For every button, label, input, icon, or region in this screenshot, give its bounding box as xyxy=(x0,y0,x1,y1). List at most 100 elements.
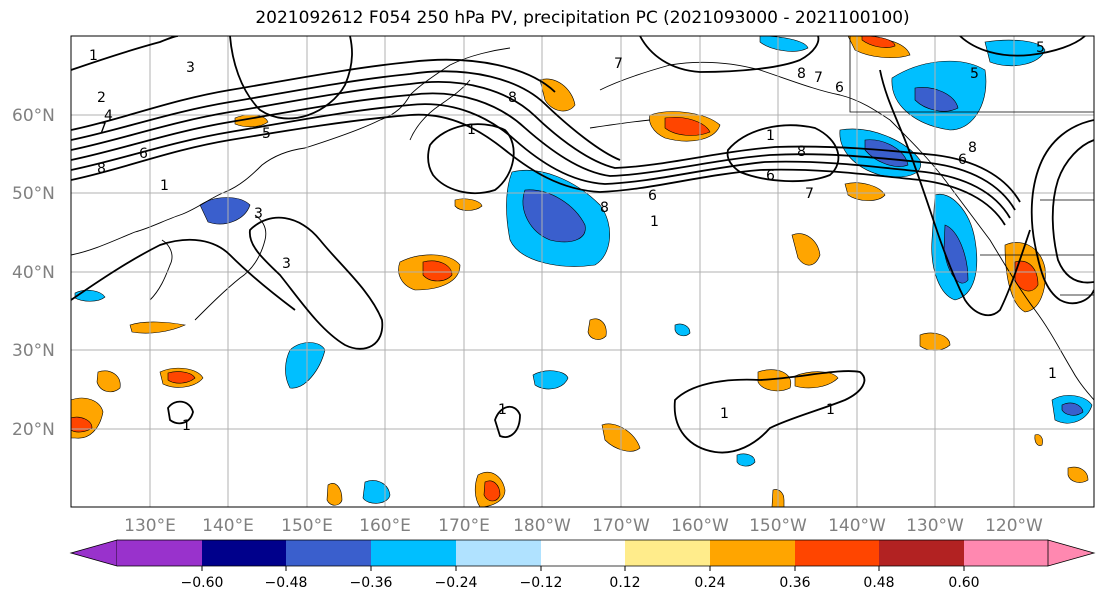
pv-contour xyxy=(71,113,1006,226)
contour-label: 7 xyxy=(805,186,814,202)
contour-label: 8 xyxy=(508,90,517,106)
contour-label: 3 xyxy=(254,206,263,222)
precip-orange-anomaly xyxy=(844,182,886,201)
lon-label: 160°E xyxy=(359,516,411,536)
precip-orange-anomaly xyxy=(326,483,343,506)
contour-label: 3 xyxy=(186,60,195,76)
contour-label: 4 xyxy=(104,108,113,124)
contour-label: 6 xyxy=(766,168,775,184)
coastline-layer xyxy=(71,47,1094,401)
contour-label-layer: 1 2 3 4 5 6 7 8 1 3 3 1 8 8 6 1 7 8 7 6 … xyxy=(89,40,1057,434)
colorbar-tick-label: 0.60 xyxy=(948,575,979,591)
contour-label: 8 xyxy=(797,144,806,160)
precip-blue-anomaly xyxy=(914,87,959,112)
colorbar-tick-label: 0.48 xyxy=(863,575,894,591)
lon-label: 140°W xyxy=(828,516,886,536)
colorbar-segment xyxy=(710,540,795,566)
pv-contour xyxy=(249,216,384,350)
contour-label: 5 xyxy=(970,66,979,82)
colorbar-segment xyxy=(795,540,879,566)
map-frame xyxy=(70,35,1095,508)
colorbar-segment xyxy=(625,540,710,566)
contour-label: 2 xyxy=(97,90,106,106)
precip-red-anomaly xyxy=(422,260,453,282)
colorbar-segment xyxy=(964,540,1048,566)
coastline-na-west xyxy=(889,119,1094,401)
pv-contour xyxy=(71,58,556,131)
precip-blue-anomaly xyxy=(522,189,586,243)
precip-blue-anomaly xyxy=(199,197,251,225)
coastline-japan xyxy=(194,214,267,321)
colorbar-tick-label: 0.36 xyxy=(779,575,810,591)
longitude-labels: 130°E 140°E 150°E 160°E 170°E 180°W 170°… xyxy=(124,516,1043,536)
lon-label: 170°W xyxy=(592,516,650,536)
map-title: 2021092612 F054 250 hPa PV, precipitatio… xyxy=(255,8,910,28)
colorbar-segment xyxy=(456,540,541,566)
contour-label: 1 xyxy=(1048,366,1057,382)
colorbar-tick-label: 0.12 xyxy=(609,575,640,591)
contour-label: 7 xyxy=(614,56,623,72)
lon-label: 130°W xyxy=(906,516,964,536)
precip-blue-anomaly xyxy=(1061,402,1084,416)
precip-blue-anomaly xyxy=(285,342,326,389)
contour-label: 1 xyxy=(826,402,835,418)
contour-label: 5 xyxy=(262,126,271,142)
contour-label: 1 xyxy=(498,402,507,418)
colorbar-segment xyxy=(202,540,286,566)
contour-label: 1 xyxy=(89,48,98,64)
contour-label: 6 xyxy=(835,80,844,96)
colorbar-tick-label: −0.60 xyxy=(181,575,224,591)
colorbar-tick-label: −0.48 xyxy=(265,575,308,591)
pv-contour xyxy=(494,406,521,438)
lon-label: 120°W xyxy=(985,516,1043,536)
colorbar: −0.60 −0.48 −0.36 −0.24 −0.12 0.12 0.24 … xyxy=(69,539,1096,591)
pv-contour xyxy=(879,69,1031,317)
contour-label: 6 xyxy=(139,146,148,162)
lat-label: 20°N xyxy=(12,420,55,440)
contour-label: 1 xyxy=(467,122,476,138)
pv-contour xyxy=(427,123,515,194)
precip-blue-anomaly xyxy=(736,453,756,467)
contour-label: 1 xyxy=(720,406,729,422)
coastline-alaska xyxy=(599,61,891,121)
lon-label: 140°E xyxy=(202,516,254,536)
colorbar-tick-label: −0.24 xyxy=(435,575,478,591)
coastline-korea xyxy=(149,239,173,301)
colorbar-segment xyxy=(286,540,371,566)
colorbar-tick-label: 0.24 xyxy=(694,575,725,591)
precip-orange-anomaly xyxy=(454,198,483,211)
precip-orange-anomaly xyxy=(791,233,821,266)
precip-orange-anomaly xyxy=(1034,434,1043,446)
contour-label: 8 xyxy=(968,140,977,156)
colorbar-under-extend xyxy=(69,539,118,567)
contour-label: 8 xyxy=(600,200,609,216)
lon-label: 180°W xyxy=(513,516,571,536)
lon-label: 150°W xyxy=(749,516,807,536)
lat-label: 60°N xyxy=(12,106,55,126)
contour-label: 3 xyxy=(282,256,291,272)
precip-blue-anomaly xyxy=(759,36,809,52)
pv-contour xyxy=(673,370,866,454)
colorbar-segment xyxy=(879,540,964,566)
lat-label: 40°N xyxy=(12,263,55,283)
pv-contour xyxy=(726,124,840,183)
pv-contour xyxy=(71,92,1016,211)
precip-orange-anomaly xyxy=(587,318,607,340)
precip-red-anomaly xyxy=(483,480,501,502)
coastline-asia xyxy=(71,47,511,256)
contour-label: 1 xyxy=(160,178,169,194)
latitude-labels: 60°N 50°N 40°N 30°N 20°N xyxy=(12,106,55,440)
precip-red-anomaly xyxy=(167,371,196,384)
precip-blue-anomaly xyxy=(984,39,1046,67)
contour-label: 1 xyxy=(182,418,191,434)
precip-blue-anomaly xyxy=(362,480,391,504)
precip-blue-anomaly xyxy=(674,323,691,337)
pv-contour xyxy=(959,36,1086,57)
colorbar-tick-label: −0.12 xyxy=(520,575,563,591)
precip-orange-anomaly xyxy=(96,370,121,393)
lon-label: 130°E xyxy=(124,516,176,536)
precip-orange-anomaly xyxy=(129,321,186,334)
colorbar-segment xyxy=(371,540,456,566)
contour-label: 8 xyxy=(97,161,106,177)
